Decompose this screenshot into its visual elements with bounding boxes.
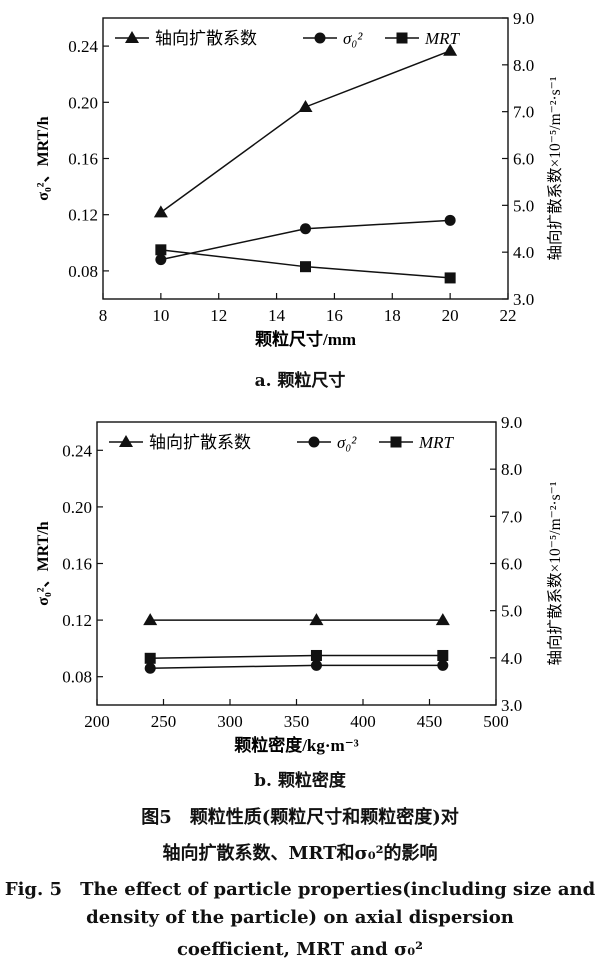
chart-b-series-0-point	[143, 613, 158, 626]
chart-b: 200 250 300 350 400 450 500 0.08 0.12 0.16 0.20 0.2…	[35, 413, 564, 755]
chart-b-series-1-point	[310, 659, 322, 671]
chart-a-y-right-label: 轴向扩散系数×10⁻⁵/m⁻²·s⁻¹	[546, 76, 564, 260]
chart-a-yr-tick-label: 5.0	[513, 196, 534, 215]
chart-b-series-1-point	[437, 659, 449, 671]
chart-a-series-0-point	[443, 43, 458, 56]
chart-a-yr-tick-label: 4.0	[513, 243, 534, 262]
chart-a-yr-tick-label: 9.0	[513, 9, 534, 28]
chart-a: 8 10 12 14 16 18 20 22 0.08 0.12 0.16 0.20 0.24 3.0 4.…	[35, 9, 564, 349]
caption-cn-line2: 轴向扩散系数、MRT和σ₀²的影响	[162, 843, 438, 864]
chart-a-series-1-point	[444, 214, 456, 226]
chart-b-yr-tick-label: 9.0	[501, 413, 522, 432]
chart-a-series-1-point	[300, 223, 311, 235]
chart-a-series-1-point	[155, 254, 167, 266]
chart-a-legend-marker-2	[396, 32, 408, 44]
chart-a-yl-tick-label: 0.12	[68, 206, 98, 225]
chart-b-x-tick-label: 500	[483, 712, 509, 731]
chart-a-yl-tick-label: 0.24	[68, 37, 98, 56]
chart-b-series-1-point	[144, 662, 156, 674]
chart-a-yr-tick-label: 6.0	[513, 150, 534, 169]
chart-a-series-2-point	[444, 272, 456, 284]
chart-b-x-axis-label: 颗粒密度/kg·m⁻³	[234, 735, 359, 755]
chart-b-legend-label-0: 轴向扩散系数	[149, 433, 251, 452]
chart-a-x-tick-label: 12	[210, 306, 227, 325]
chart-b-yl-tick-label: 0.12	[62, 611, 92, 630]
chart-b-legend-label-2: MRT	[418, 433, 455, 452]
chart-b-series-0-point	[309, 613, 324, 626]
chart-a-x-tick-label: 8	[99, 306, 108, 325]
chart-b-x-tick-label: 400	[350, 712, 376, 731]
chart-b-subtitle: b. 颗粒密度	[254, 771, 346, 791]
chart-b-x-tick-label: 300	[217, 712, 243, 731]
chart-a-legend-label-0: 轴向扩散系数	[155, 29, 257, 48]
chart-a-legend-marker-0	[125, 31, 139, 43]
caption-en-line2: density of the particle) on axial disper…	[86, 907, 514, 928]
chart-b-yr-tick-label: 3.0	[501, 696, 522, 715]
chart-b-plot-frame	[96, 421, 497, 706]
chart-a-x-tick-label: 20	[442, 306, 459, 325]
chart-b-series-1-line	[150, 664, 443, 669]
chart-a-series-0-line	[160, 50, 451, 213]
chart-b-yl-tick-label: 0.16	[62, 555, 92, 574]
chart-b-y-left-label: σ₀²、MRT/h	[35, 521, 52, 606]
chart-b-yl-tick-label: 0.24	[62, 441, 92, 460]
chart-a-x-tick-label: 16	[326, 306, 343, 325]
chart-a-x-axis-label: 颗粒尺寸/mm	[255, 329, 356, 349]
chart-b-legend-marker-1	[308, 436, 320, 448]
caption-en-line1: Fig. 5 The effect of particle properties…	[4, 879, 596, 900]
chart-a-legend-label-1: σ₀²	[343, 29, 363, 48]
chart-b-yl-tick-label: 0.08	[62, 668, 92, 687]
chart-b-legend-marker-2	[390, 436, 402, 448]
chart-b-x-tick-label: 450	[417, 712, 443, 731]
chart-a-x-tick-label: 22	[500, 306, 517, 325]
chart-a-yr-tick-label: 8.0	[513, 56, 534, 75]
chart-b-yr-tick-label: 8.0	[501, 460, 522, 479]
chart-a-x-tick-label: 18	[384, 306, 401, 325]
chart-a-x-tick-label: 14	[268, 306, 286, 325]
chart-b-yr-tick-label: 7.0	[501, 507, 522, 526]
chart-a-yl-tick-label: 0.16	[68, 150, 98, 169]
chart-b-x-tick-label: 200	[84, 712, 110, 731]
chart-a-series-0-point	[298, 99, 313, 112]
chart-b-series-2-line	[150, 654, 443, 660]
chart-b-legend-label-1: σ₀²	[337, 433, 357, 452]
chart-b-legend-marker-0	[119, 435, 133, 447]
chart-a-series-0-point	[153, 205, 168, 218]
chart-b-series-0-point	[435, 613, 450, 626]
chart-a-yr-tick-label: 7.0	[513, 103, 534, 122]
chart-a-yl-tick-label: 0.20	[68, 93, 98, 112]
chart-b-series-2-point	[310, 649, 322, 661]
chart-a-series-2-point	[155, 244, 167, 256]
chart-b-series-2-point	[144, 652, 156, 664]
chart-b-series-2-point	[437, 649, 449, 661]
chart-a-x-tick-label: 10	[152, 306, 169, 325]
chart-b-x-tick-label: 250	[151, 712, 177, 731]
chart-b-yl-tick-label: 0.20	[62, 498, 92, 517]
chart-b-yr-tick-label: 5.0	[501, 602, 522, 621]
caption-cn-line1: 图5 颗粒性质(颗粒尺寸和颗粒密度)对	[141, 807, 459, 828]
chart-a-y-left-label: σ₀²、MRT/h	[35, 116, 52, 201]
chart-a-series-2-point	[300, 261, 311, 273]
chart-b-yr-tick-label: 4.0	[501, 649, 522, 668]
chart-b-yr-tick-label: 6.0	[501, 555, 522, 574]
chart-a-yl-tick-label: 0.08	[68, 262, 98, 281]
caption-en-line3: coefficient, MRT and σ₀²	[176, 939, 424, 960]
chart-a-legend-label-2: MRT	[424, 29, 461, 48]
chart-a-yr-tick-label: 3.0	[513, 290, 534, 309]
chart-b-x-tick-label: 350	[284, 712, 310, 731]
chart-b-y-right-label: 轴向扩散系数×10⁻⁵/m⁻²·s⁻¹	[546, 481, 564, 665]
chart-a-subtitle: a. 颗粒尺寸	[254, 371, 346, 391]
chart-a-legend-marker-1	[314, 32, 326, 44]
